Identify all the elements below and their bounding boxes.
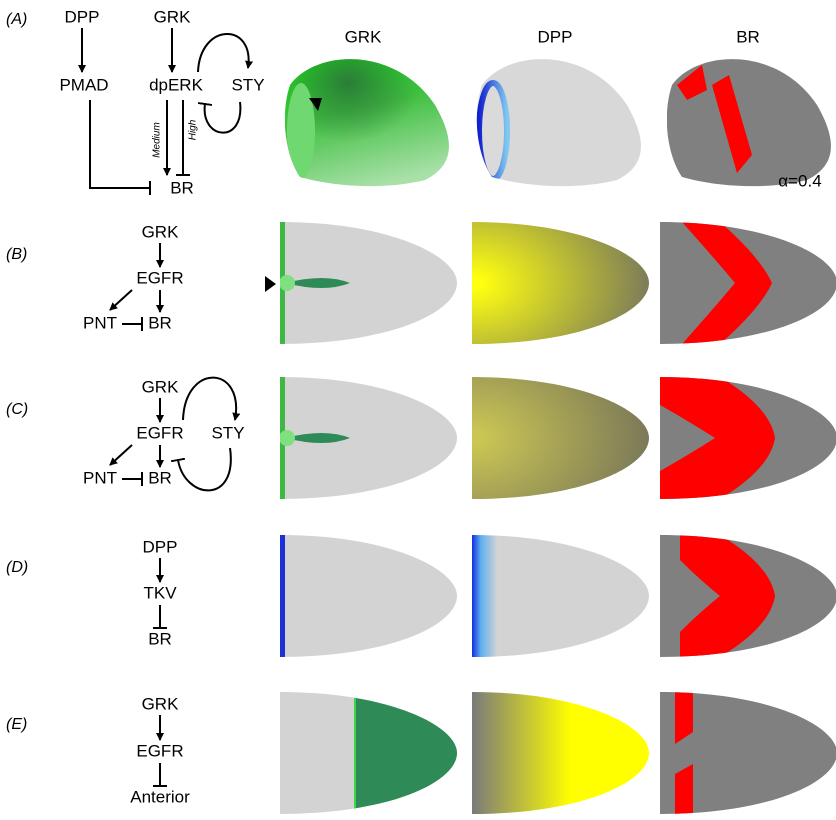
alpha-label: α=0.4: [778, 171, 821, 190]
embryo-dpp: [472, 377, 652, 499]
node: dpERK: [149, 75, 204, 94]
column-header: DPP: [538, 27, 573, 46]
node: GRK: [154, 7, 192, 26]
node: GRK: [142, 377, 180, 396]
embryo-grk: [279, 377, 460, 499]
node: STY: [231, 75, 264, 94]
embryo-br: [660, 222, 836, 344]
embryo-grk: [279, 222, 460, 344]
node: Anterior: [130, 787, 190, 806]
node: PMAD: [59, 75, 108, 94]
embryo-br: [660, 535, 836, 657]
edge-label: Medium: [152, 122, 163, 158]
node: TKV: [143, 583, 177, 602]
embryo-dpp: [472, 222, 652, 344]
embryo-br: [660, 692, 836, 814]
figure: GRK DPP BR (A) DPP GRK PMAD dpERK STY BR…: [0, 0, 836, 820]
edge-label: High: [188, 119, 199, 140]
node: GRK: [142, 694, 180, 713]
node: GRK: [142, 222, 180, 241]
panel-label: (C): [6, 401, 28, 418]
panel-label: (B): [6, 246, 27, 263]
panel-label: (A): [6, 11, 27, 28]
node: DPP: [143, 537, 178, 556]
node: STY: [211, 423, 244, 442]
panel-label: (E): [6, 716, 27, 733]
node: BR: [148, 313, 172, 332]
node: EGFR: [136, 741, 183, 760]
network-edges: [82, 28, 249, 188]
node: EGFR: [136, 423, 183, 442]
node: EGFR: [136, 268, 183, 287]
node: PNT: [83, 468, 117, 487]
node: BR: [148, 629, 172, 648]
embryo-dpp: [477, 45, 657, 195]
marker: [265, 276, 276, 292]
column-header: BR: [736, 27, 760, 46]
embryo-br: [660, 377, 836, 499]
embryo-grk: [280, 692, 465, 814]
column-header: GRK: [345, 27, 383, 46]
embryo-dpp: [472, 692, 652, 814]
embryo-dpp: [472, 535, 652, 657]
panel-label: (D): [6, 559, 28, 576]
embryo-grk: [285, 45, 465, 195]
node: BR: [170, 178, 194, 197]
node: PNT: [83, 313, 117, 332]
node: DPP: [65, 7, 100, 26]
embryo-grk: [280, 535, 460, 657]
node: BR: [148, 468, 172, 487]
